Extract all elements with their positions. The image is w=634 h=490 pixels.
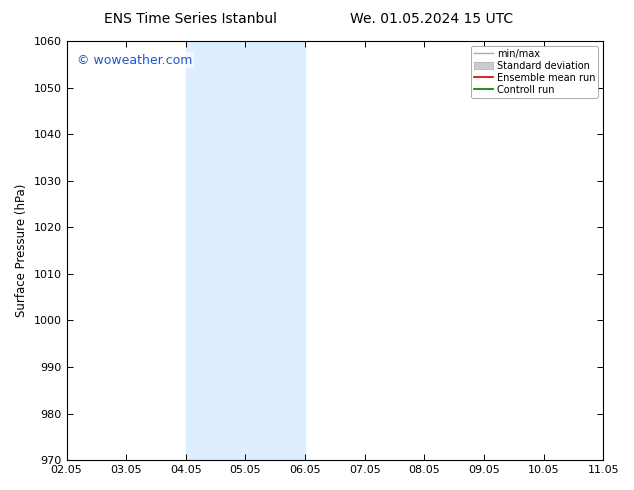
Text: © woweather.com: © woweather.com xyxy=(77,53,193,67)
Y-axis label: Surface Pressure (hPa): Surface Pressure (hPa) xyxy=(15,184,28,318)
Text: We. 01.05.2024 15 UTC: We. 01.05.2024 15 UTC xyxy=(349,12,513,26)
Bar xyxy=(186,41,305,460)
Bar xyxy=(603,41,634,460)
Text: ENS Time Series Istanbul: ENS Time Series Istanbul xyxy=(104,12,276,26)
Legend: min/max, Standard deviation, Ensemble mean run, Controll run: min/max, Standard deviation, Ensemble me… xyxy=(470,46,598,98)
